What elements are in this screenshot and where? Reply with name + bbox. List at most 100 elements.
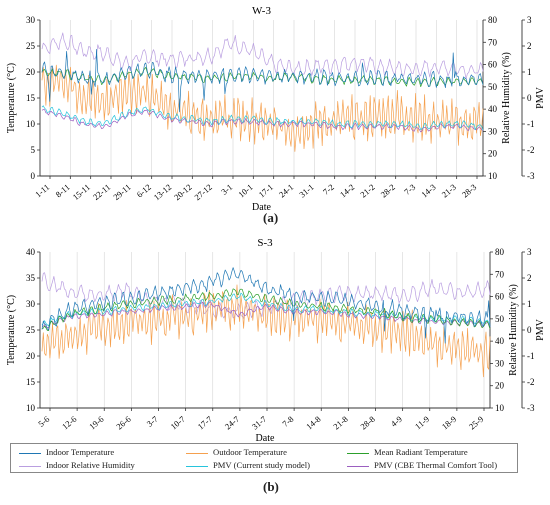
- legend-item-outdoor-temperature: Outdoor Temperature: [186, 446, 287, 458]
- panel-label-b: (b): [263, 479, 279, 494]
- x-tick-label: 12-6: [60, 414, 78, 432]
- y-tick-label-left: 15: [26, 377, 36, 387]
- y-axis-label-pmv: PMV: [535, 86, 546, 108]
- y-tick-label-rh: 10: [495, 403, 505, 413]
- legend-item-pmv-cbe: PMV (CBE Thermal Comfort Tool): [347, 459, 497, 471]
- x-tick-label: 24-1: [277, 182, 295, 200]
- legend-item-pmv-current-model: PMV (Current study model): [186, 459, 310, 471]
- y-tick-label-pmv: 1: [527, 299, 532, 309]
- y-axis-label-left: Temperature (°C): [6, 63, 17, 133]
- y-tick-label-rh: 50: [495, 314, 505, 324]
- x-tick-label: 28-2: [379, 182, 397, 200]
- x-tick-label: 10-7: [169, 414, 187, 432]
- legend-swatch: [347, 465, 369, 467]
- legend-item-mean-radiant-temperature: Mean Radiant Temperature: [347, 446, 468, 458]
- series-line-indoor-temperature: [41, 48, 484, 113]
- y-tick-label-rh: 20: [488, 149, 498, 159]
- x-axis-label: Date: [256, 433, 275, 444]
- y-tick-label-pmv: -2: [527, 377, 535, 387]
- x-tick-label: 7-8: [280, 414, 295, 429]
- x-tick-label: 13-12: [152, 182, 174, 202]
- legend-swatch: [347, 452, 369, 454]
- x-tick-label: 4-9: [389, 414, 404, 429]
- y-tick-label-pmv: 0: [527, 93, 532, 103]
- legend: Indoor Temperature Outdoor Temperature M…: [10, 443, 518, 473]
- x-tick-label: 3-7: [145, 414, 160, 429]
- x-tick-label: 7-2: [321, 182, 336, 197]
- y-tick-label-left: 15: [26, 93, 36, 103]
- series-line-pmv-cbe-thermal-comfort-tool: [41, 301, 491, 328]
- x-tick-label: 17-7: [196, 414, 214, 432]
- x-tick-label: 24-7: [223, 414, 241, 432]
- y-tick-label-rh: 80: [495, 247, 505, 257]
- y-tick-label-rh: 70: [495, 269, 505, 279]
- legend-label: PMV (CBE Thermal Comfort Tool): [374, 460, 498, 470]
- x-tick-label: 1-11: [33, 182, 51, 199]
- x-tick-label: 26-6: [114, 414, 132, 432]
- y-axis-label-rh: Relative Humidity (%): [508, 284, 519, 376]
- legend-label: PMV (Current study model): [213, 460, 310, 470]
- x-tick-label: 14-8: [304, 414, 322, 432]
- x-tick-label: 21-8: [331, 414, 349, 432]
- legend-item-indoor-temperature: Indoor Temperature: [19, 446, 114, 458]
- y-tick-label-left: 20: [26, 351, 36, 361]
- y-tick-label-left: 35: [26, 273, 36, 283]
- y-axis-label-rh: Relative Humidity (%): [501, 52, 512, 144]
- x-tick-label: 18-9: [440, 414, 458, 432]
- series-line-pmv-current-study-model: [41, 105, 484, 131]
- y-tick-label-pmv: 0: [527, 325, 532, 335]
- x-tick-label: 25-9: [467, 414, 485, 432]
- x-tick-label: 8-11: [53, 182, 71, 199]
- legend-swatch: [186, 452, 208, 454]
- y-tick-label-pmv: -3: [527, 171, 535, 181]
- y-tick-label-left: 20: [26, 67, 36, 77]
- series-line-indoor-relative-humidity: [41, 272, 491, 319]
- y-tick-label-rh: 10: [488, 171, 498, 181]
- y-tick-label-rh: 60: [495, 292, 505, 302]
- y-tick-label-rh: 40: [488, 104, 498, 114]
- y-tick-label-pmv: -1: [527, 351, 535, 361]
- y-tick-label-rh: 40: [495, 336, 505, 346]
- x-tick-label: 11-9: [413, 414, 431, 431]
- y-tick-label-left: 25: [26, 325, 36, 335]
- series-line-pmv-current-study-model: [41, 292, 491, 327]
- legend-swatch: [19, 452, 41, 454]
- x-tick-label: 27-12: [192, 182, 214, 202]
- x-tick-label: 28-8: [358, 414, 376, 432]
- legend-label: Indoor Temperature: [46, 447, 115, 457]
- y-tick-label-pmv: 1: [527, 67, 532, 77]
- y-tick-label-rh: 20: [495, 381, 505, 391]
- chart-panel-s3: S-3 5-6 12-6 19-6 26-6 3-7 10-7 17-7 24-7 31-7 7-8…: [6, 237, 546, 444]
- y-tick-label-pmv: 2: [527, 273, 532, 283]
- legend-item-indoor-relative-humidity: Indoor Relative Humidity: [19, 459, 135, 471]
- y-tick-label-pmv: 3: [527, 15, 532, 25]
- panel-label-a: (a): [263, 210, 279, 225]
- y-tick-label-left: 5: [31, 145, 36, 155]
- y-tick-label-rh: 80: [488, 15, 498, 25]
- y-tick-label-left: 0: [31, 171, 36, 181]
- legend-swatch: [186, 465, 208, 467]
- y-tick-label-rh: 30: [488, 126, 498, 136]
- series-line-pmv-cbe-thermal-comfort-tool: [41, 109, 484, 133]
- x-tick-label: 22-11: [91, 182, 112, 202]
- y-tick-label-left: 30: [26, 15, 36, 25]
- x-tick-label: 14-3: [419, 182, 437, 200]
- series-line-mean-radiant-temperature: [41, 288, 491, 331]
- x-axis-label: Date: [252, 202, 271, 213]
- legend-label: Indoor Relative Humidity: [46, 460, 135, 470]
- series-line-indoor-relative-humidity: [41, 32, 484, 80]
- x-tick-label: 14-2: [338, 182, 356, 200]
- x-tick-label: 17-1: [257, 182, 275, 200]
- y-tick-label-rh: 60: [488, 60, 498, 70]
- y-axis-label-pmv: PMV: [535, 318, 546, 340]
- y-tick-label-left: 40: [26, 247, 36, 257]
- y-tick-label-pmv: -2: [527, 145, 535, 155]
- series-line-indoor-temperature: [41, 267, 491, 344]
- series-line-outdoor-temperature: [41, 284, 491, 378]
- x-tick-label: 20-12: [172, 182, 194, 202]
- y-tick-label-pmv: -1: [527, 119, 535, 129]
- x-tick-label: 28-3: [460, 182, 478, 200]
